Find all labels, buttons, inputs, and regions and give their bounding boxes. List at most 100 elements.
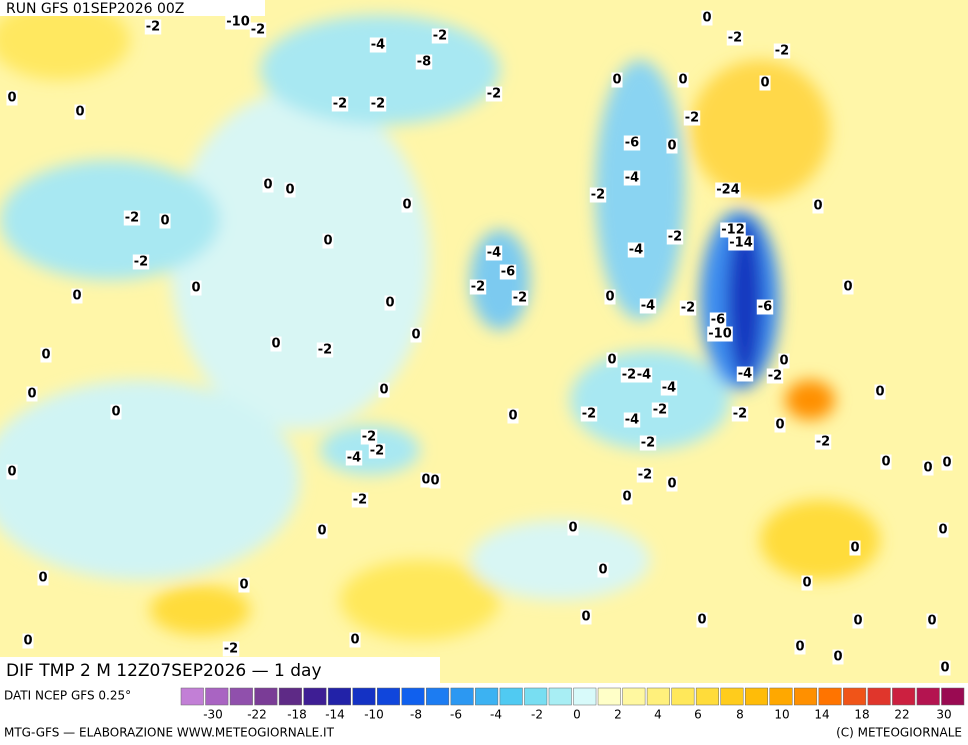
contour-label-bg [511,290,529,306]
legend-tick-label: -10 [364,708,384,722]
contour-label-bg [773,43,791,59]
contour-label: 0 [881,455,890,470]
contour-label: -2 [775,44,789,59]
contour-label: 0 [350,633,359,648]
contour-label: -2 [318,343,332,358]
contour-label-bg [731,406,749,422]
contour-label: 0 [923,461,932,476]
legend-swatch [597,687,621,706]
legend-tick-label: 0 [573,708,581,722]
contour-label: -14 [729,236,753,251]
contour-label: 0 [323,234,332,249]
contour-label: -2 [653,403,667,418]
map-title: DIF TMP 2 M 12Z07SEP2026 — 1 day [6,661,322,681]
contour-label-bg [939,660,951,676]
legend-swatch [548,687,572,706]
contour-label: -4 [625,171,639,186]
contour-label-bg [621,489,633,505]
contour-label-bg [485,86,503,102]
contour-label: 0 [850,541,859,556]
contour-label: 0 [697,613,706,628]
contour-label-bg [880,454,892,470]
contour-label-bg [415,54,433,70]
contour-label: 0 [938,523,947,538]
contour-label: -10 [226,15,250,30]
contour-label: -2 [251,23,265,38]
legend-tick-label: -14 [325,708,345,722]
contour-label-bg [110,404,122,420]
contour-label: -2 [370,444,384,459]
contour-label: -4 [662,381,676,396]
contour-label-bg [351,492,369,508]
contour-label: 0 [813,199,822,214]
legend-swatch [941,687,965,706]
contour-label: -2 [816,435,830,450]
contour-label: 0 [775,418,784,433]
contour-label: 0 [75,105,84,120]
legend-swatch [695,687,719,706]
contour-label-bg [604,289,616,305]
legend-swatch [377,687,401,706]
contour-label: 0 [843,280,852,295]
contour-label-bg [778,353,790,369]
legend-tick-label: -18 [287,708,307,722]
contour-label: 0 [508,409,517,424]
legend-tick-label: 2 [614,708,622,722]
contour-label: -2 [333,97,347,112]
contour-label: -6 [758,300,772,315]
contour-label-bg [842,279,854,295]
legend-swatch [867,687,891,706]
contour-label-bg [144,19,162,35]
legend-tick-label: 18 [854,708,869,722]
contour-label: 0 [568,521,577,536]
run-label: RUN GFS 01SEP2026 00Z [6,1,184,17]
contour-label: -6 [625,136,639,151]
contour-label-bg [759,75,771,91]
contour-label-bg [132,254,150,270]
contour-label-bg [660,380,678,396]
legend-swatch [180,687,204,706]
legend-swatch [646,687,670,706]
contour-label-bg [720,222,746,238]
contour-label: 0 [379,383,388,398]
contour-label-bg [238,577,250,593]
contour-label: 0 [875,385,884,400]
contour-label-bg [627,242,645,258]
contour-label: -2 [353,493,367,508]
legend-swatch [843,687,867,706]
contour-label: -2 [582,407,596,422]
contour-label-bg [666,138,678,154]
contour-label: -6 [501,265,515,280]
footer-right: (C) METEOGIORNALE [836,726,962,740]
contour-label-bg [190,280,202,296]
contour-label-bg [922,460,934,476]
contour-label-bg [597,562,609,578]
contour-label-bg [774,417,786,433]
contour-label: 0 [271,337,280,352]
contour-label-bg [6,90,18,106]
contour-label: 0 [27,387,36,402]
contour-label-bg [420,472,432,488]
contour-label: 0 [942,456,951,471]
contour-label-bg [580,609,592,625]
contour-label: 0 [7,465,16,480]
contour-label-bg [814,434,832,450]
contour-label-bg [345,450,363,466]
contour-label-bg [222,641,240,657]
contour-label: -2 [433,29,447,44]
legend-swatch [352,687,376,706]
contour-label-bg [701,10,713,26]
contour-label: 0 [111,405,120,420]
contour-label: 0 [622,490,631,505]
contour-label-bg [6,464,18,480]
contour-label: -8 [417,55,431,70]
contour-label-bg [469,279,487,295]
legend-tick-label: 14 [814,708,829,722]
legend-tick-label: 30 [936,708,951,722]
legend-tick-label: 6 [694,708,702,722]
legend-tick-label: -4 [490,708,502,722]
contour-label-bg [623,412,641,428]
contour-label: -12 [721,223,745,238]
contour-label-bg [369,37,387,53]
